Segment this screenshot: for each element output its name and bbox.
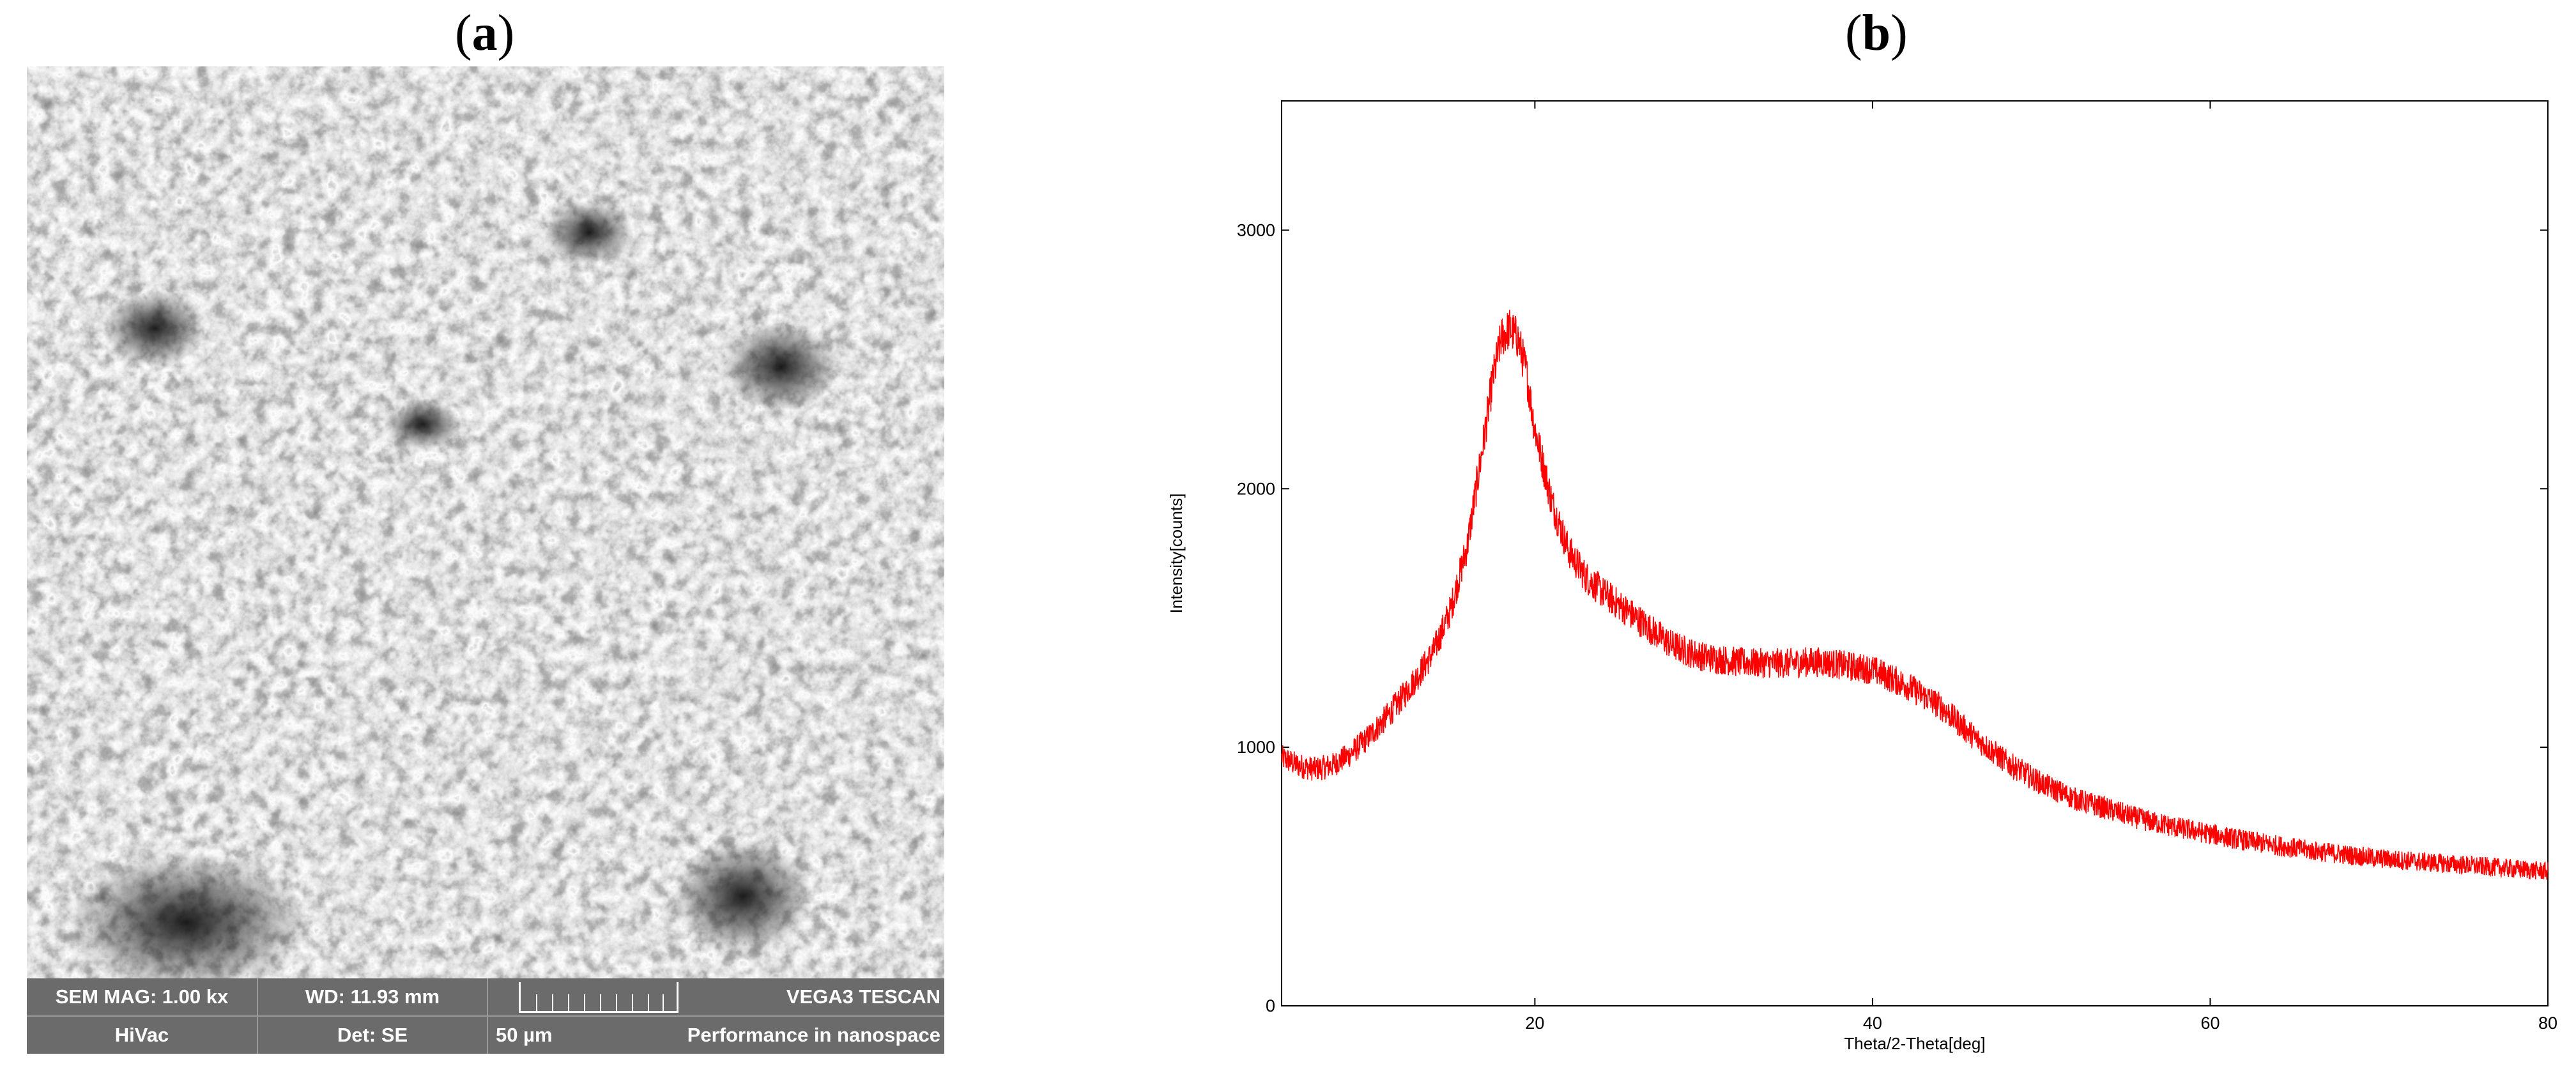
sem-slogan: Performance in nanospace [687, 1024, 940, 1046]
info-divider [257, 978, 258, 1054]
info-divider [27, 1015, 944, 1017]
x-tick-label: 60 [2200, 1013, 2220, 1033]
scale-tick [552, 994, 553, 1011]
y-axis-label: Intensity[counts] [1167, 494, 1186, 614]
scale-tick [600, 994, 601, 1011]
scale-tick [632, 994, 633, 1011]
x-tick-label: 20 [1525, 1013, 1544, 1033]
scale-tick [536, 994, 537, 1011]
sem-scale-value: 50 µm [496, 1024, 553, 1046]
series-line [1281, 310, 2549, 880]
scale-tick [616, 994, 617, 1011]
sem-vacuum-mode: HiVac [114, 1024, 169, 1046]
scale-tick [663, 994, 664, 1011]
sem-info-bar: SEM MAG: 1.00 kx WD: 11.93 mm VEGA3 TESC… [27, 978, 944, 1054]
x-tick-label: 80 [2538, 1013, 2557, 1033]
label-close-paren: ) [497, 5, 515, 61]
label-close-paren: ) [1890, 5, 1908, 61]
y-tick-label: 0 [1266, 996, 1275, 1015]
label-open-paren: ( [1845, 5, 1862, 61]
sem-magnification: SEM MAG: 1.00 kx [55, 985, 229, 1008]
panel-b-label: (b) [1845, 3, 1908, 64]
x-axis-label: Theta/2-Theta[deg] [1844, 1034, 1985, 1053]
sem-micrograph-image [27, 66, 944, 978]
plot-frame [1281, 100, 2549, 1006]
y-tick-label: 1000 [1237, 738, 1275, 757]
scale-tick [584, 994, 585, 1011]
panel-a-label: (a) [455, 3, 514, 64]
sem-detector: Det: SE [337, 1024, 408, 1046]
sem-instrument: VEGA3 TESCAN [786, 985, 940, 1008]
plot-area: 20 40 60 80 0 1000 2000 3000 [1237, 100, 2557, 1033]
sem-working-distance: WD: 11.93 mm [305, 985, 440, 1008]
sem-scale-bar [519, 982, 678, 1013]
label-letter: b [1862, 5, 1891, 61]
y-tick-label: 3000 [1237, 220, 1275, 239]
label-open-paren: ( [455, 5, 472, 61]
x-tick-label: 40 [1863, 1013, 1882, 1033]
y-tick-label: 2000 [1237, 479, 1275, 498]
info-divider [487, 978, 488, 1054]
label-letter: a [471, 5, 498, 61]
scale-tick [568, 994, 569, 1011]
scale-tick [648, 994, 649, 1011]
xrd-chart: 20 40 60 80 0 1000 2000 3000 Theta/2-Theta[deg]… [1167, 100, 2557, 1053]
sem-micrograph-panel: SEM MAG: 1.00 kx WD: 11.93 mm VEGA3 TESC… [27, 66, 944, 1054]
